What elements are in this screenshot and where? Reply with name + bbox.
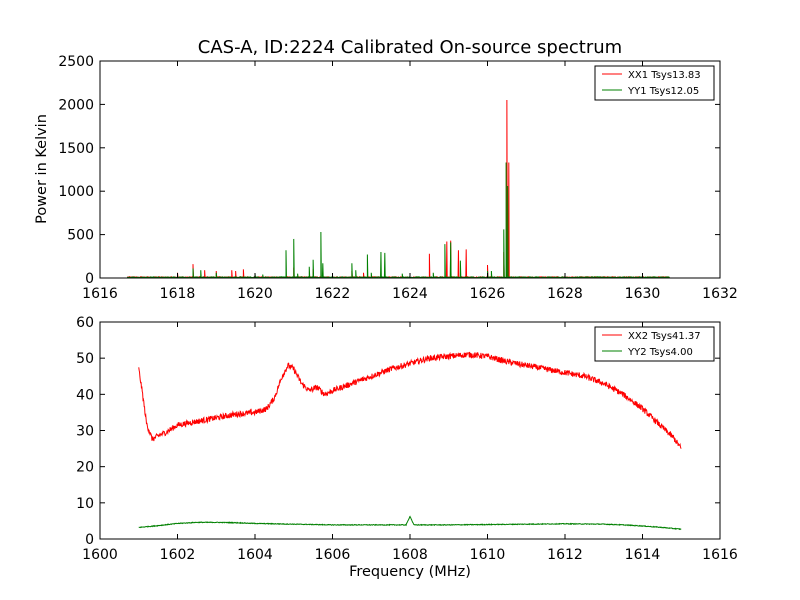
y-tick-label: 50 (76, 351, 94, 367)
y-tick-label: 10 (76, 496, 94, 512)
x-tick-label: 1608 (392, 547, 428, 563)
bottom-chart-x-label: Frequency (MHz) (349, 564, 471, 580)
y-tick-label: 2500 (58, 54, 94, 70)
series-xx2-line (138, 351, 682, 449)
x-tick-label: 1630 (625, 286, 661, 302)
x-tick-label: 1610 (470, 547, 506, 563)
x-tick-label: 1604 (237, 547, 273, 563)
x-tick-label: 1626 (470, 286, 506, 302)
x-tick-label: 1616 (702, 547, 738, 563)
y-tick-label: 30 (76, 424, 94, 440)
x-tick-label: 1602 (160, 547, 196, 563)
x-tick-label: 1614 (625, 547, 661, 563)
top-legend-yy1-label: YY1 Tsys12.05 (627, 86, 699, 97)
bottom-legend-xx2-label: XX2 Tsys41.37 (628, 331, 701, 342)
bottom-chart: Frequency (MHz) 1600 1602 1604 1606 1608 1610… (76, 315, 738, 580)
x-tick-label: 1606 (315, 547, 351, 563)
y-tick-label: 0 (85, 532, 94, 548)
top-legend-xx1-label: XX1 Tsys13.83 (628, 70, 701, 81)
top-chart-legend: XX1 Tsys13.83 YY1 Tsys12.05 (594, 65, 715, 101)
y-tick-label: 20 (76, 460, 94, 476)
top-chart-title: CAS-A, ID:2224 Calibrated On-source spec… (198, 37, 622, 58)
bottom-legend-box (594, 326, 715, 362)
y-tick-label: 40 (76, 387, 94, 403)
x-tick-label: 1622 (315, 286, 351, 302)
bottom-chart-axes: 1600 1602 1604 1606 1608 1610 1612 1614 1616 0 10 2… (76, 315, 738, 563)
x-tick-label: 1612 (547, 547, 583, 563)
top-chart: CAS-A, ID:2224 Calibrated On-source spec… (34, 37, 738, 302)
y-tick-label: 1000 (58, 184, 94, 200)
x-tick-label: 1632 (702, 286, 738, 302)
x-tick-label: 1624 (392, 286, 428, 302)
top-legend-box (594, 65, 715, 101)
x-tick-label: 1616 (82, 286, 118, 302)
top-chart-y-label: Power in Kelvin (34, 114, 50, 224)
y-tick-label: 0 (85, 271, 94, 287)
series-yy2-line (138, 515, 682, 531)
x-tick-label: 1620 (237, 286, 273, 302)
bottom-chart-plot (138, 351, 682, 531)
top-chart-axes: 1616 1618 1620 1622 1624 1626 1628 1630 1632 0 500… (58, 54, 737, 302)
x-tick-label: 1618 (160, 286, 196, 302)
bottom-legend-yy2-label: YY2 Tsys4.00 (627, 347, 693, 358)
x-tick-label: 1600 (82, 547, 118, 563)
x-tick-label: 1628 (547, 286, 583, 302)
y-tick-label: 500 (67, 228, 94, 244)
y-tick-label: 1500 (58, 141, 94, 157)
bottom-chart-legend: XX2 Tsys41.37 YY2 Tsys4.00 (594, 326, 715, 362)
y-tick-label: 60 (76, 315, 94, 331)
y-tick-label: 2000 (58, 97, 94, 113)
